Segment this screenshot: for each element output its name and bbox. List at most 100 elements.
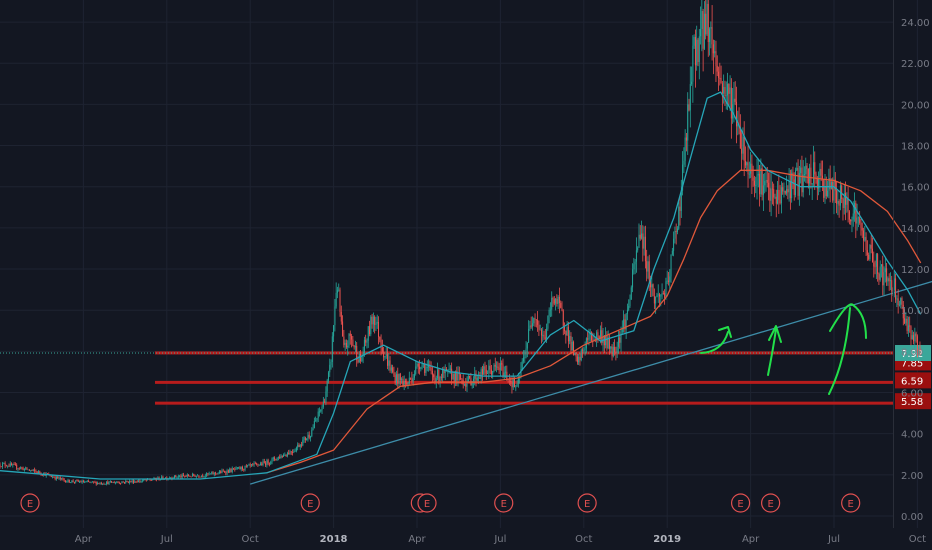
candle-body — [856, 217, 858, 224]
time-axis[interactable]: AprJulOct2018AprJulOct2019AprJulOct2020A… — [75, 534, 932, 545]
candle-body — [669, 276, 671, 282]
candle-body — [407, 383, 409, 385]
earnings-marker-label: E — [501, 499, 507, 510]
series-layer — [0, 0, 922, 486]
candle-body — [245, 465, 247, 467]
candle-body — [897, 298, 899, 306]
candle-body — [448, 369, 450, 371]
candle-body — [846, 197, 848, 205]
candle-body — [452, 373, 454, 380]
candle-body — [741, 148, 743, 154]
candle-body — [727, 83, 729, 96]
candle-body — [834, 179, 836, 191]
candle-body — [657, 294, 659, 296]
candle-body — [911, 335, 913, 340]
green-arrow-1-head — [718, 326, 732, 338]
candle-body — [126, 480, 128, 482]
candle-body — [295, 447, 297, 451]
candle-body — [733, 98, 735, 105]
candle-body — [666, 280, 668, 282]
candle-body — [845, 193, 847, 205]
candle-body — [420, 367, 422, 370]
candle-body — [705, 13, 707, 35]
candle-body — [62, 478, 64, 480]
candle-body — [343, 336, 345, 345]
candle-body — [162, 476, 164, 480]
candle-body — [492, 371, 494, 375]
y-tick-label: 24.00 — [901, 18, 930, 29]
y-tick-label: 2.00 — [901, 471, 923, 482]
candle-body — [189, 476, 191, 477]
candle-body — [204, 475, 206, 477]
candle-body — [70, 482, 72, 484]
candle-body — [320, 409, 322, 412]
candle-body — [89, 481, 91, 483]
candle-body — [652, 284, 654, 297]
candle-body — [111, 481, 113, 483]
candle-body — [748, 173, 750, 175]
candle-body — [624, 319, 626, 330]
candle-body — [565, 330, 567, 336]
candle-body — [16, 464, 18, 469]
candle-body — [895, 278, 897, 300]
candle-body — [50, 476, 52, 478]
candle-body — [800, 167, 802, 174]
candle-body — [553, 299, 555, 304]
candle-body — [136, 481, 138, 483]
candle-body — [384, 356, 386, 358]
candle-body — [866, 250, 868, 255]
candle-body — [188, 474, 190, 477]
candle-body — [433, 374, 435, 378]
earnings-marker — [417, 493, 437, 513]
candle-body — [874, 266, 876, 268]
ema-fast-line — [0, 91, 922, 480]
candle-body — [272, 457, 274, 459]
earnings-marker — [730, 493, 751, 513]
candle-body — [769, 187, 771, 201]
candle-body — [230, 468, 232, 472]
price-axis[interactable]: 0.00 2.00 4.00 6.00 8.00 10.00 12.00 14.00 16.00… — [893, 0, 930, 528]
candle-body — [463, 383, 465, 385]
candle-body — [811, 183, 813, 185]
candle-body — [812, 162, 814, 184]
candle-body — [57, 476, 59, 479]
candle-body — [647, 261, 649, 272]
candle-body — [696, 39, 698, 66]
candle-body — [567, 327, 569, 342]
candle-body — [120, 482, 122, 484]
candle-body — [248, 464, 250, 466]
candle-body — [898, 304, 900, 306]
candle-body — [771, 188, 773, 190]
candle-body — [703, 13, 705, 49]
candle-body — [104, 483, 106, 485]
candle-body — [249, 464, 251, 466]
x-tick-label: Oct — [575, 534, 592, 545]
candle-body — [143, 479, 145, 481]
candle-body — [596, 332, 598, 341]
candle-body — [807, 168, 809, 184]
candle-body — [878, 273, 880, 280]
candle-body — [243, 469, 245, 471]
candle-body — [855, 203, 857, 224]
candle-body — [378, 321, 380, 337]
candle-body — [675, 230, 677, 233]
candle-body — [11, 463, 13, 466]
candle-body — [832, 181, 834, 201]
candle-body — [426, 367, 428, 368]
candle-body — [388, 360, 390, 366]
candle-body — [533, 318, 535, 324]
earnings-marker — [577, 493, 597, 513]
candle-body — [660, 295, 662, 297]
y-tick-label: 12.00 — [901, 265, 930, 276]
candle-body — [344, 342, 346, 345]
candle-body — [780, 187, 782, 204]
candle-body — [99, 482, 101, 484]
candle-body — [629, 299, 631, 307]
candle-body — [213, 472, 215, 475]
candle-body — [123, 481, 125, 483]
candle-body — [84, 482, 86, 483]
candle-body — [177, 476, 179, 478]
y-tick-label: 14.00 — [901, 224, 930, 235]
candle-body — [630, 287, 632, 300]
